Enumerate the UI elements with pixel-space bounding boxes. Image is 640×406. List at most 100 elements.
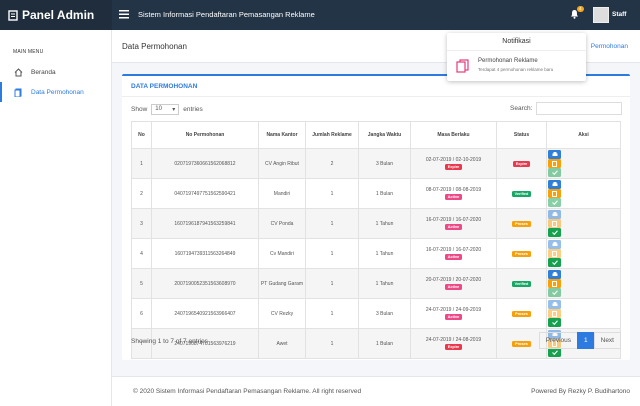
table-row: 1 0207197360661562068812 CV Angin Ribut 2 3 … [131, 148, 621, 179]
column-header[interactable]: Jumlah Reklame [305, 121, 359, 149]
table-cell: 1 [131, 148, 152, 179]
user-name[interactable]: Staff [612, 11, 627, 18]
validity-dates: 24-07-2019 / 24-09-2019 [425, 307, 482, 313]
notification-item-text: Terdapat 4 permohonan reklame baru [478, 67, 554, 72]
bell-icon[interactable] [570, 9, 579, 19]
footer: © 2020 Sistem Informasi Pendaftaran Pema… [112, 376, 640, 406]
table-cell: Proses [496, 328, 547, 359]
status-badge: Proses [512, 251, 531, 257]
action-button[interactable] [548, 189, 561, 198]
action-button[interactable] [548, 168, 561, 177]
table-cell: 2007190052351563608970 [151, 268, 259, 299]
validity-dates: 16-07-2019 / 16-07-2020 [425, 247, 482, 253]
action-button[interactable] [548, 159, 561, 168]
table-cell: 1 [305, 268, 359, 299]
breadcrumb[interactable]: Permohonan [590, 43, 628, 50]
page-button[interactable]: Previous [538, 332, 578, 349]
action-button[interactable] [548, 150, 561, 159]
validity-badge: Expire [444, 344, 463, 350]
action-button[interactable] [548, 198, 561, 207]
validity-badge: Active [444, 254, 463, 260]
action-button[interactable] [548, 258, 561, 267]
validity-dates: 08-07-2019 / 08-08-2019 [425, 187, 482, 193]
search-input[interactable] [536, 102, 622, 115]
menu-toggle[interactable] [119, 10, 129, 19]
page-size-select[interactable]: 10 ▾ [151, 104, 180, 115]
action-button[interactable] [548, 348, 561, 357]
action-button[interactable] [548, 309, 561, 318]
table-cell: 24-07-2019 / 24-08-2019 Expire [410, 328, 497, 359]
table-cell: 1 [305, 298, 359, 329]
table-cell: 16-07-2019 / 16-07-2020 Active [410, 238, 497, 269]
notification-title: Notifikasi [502, 38, 531, 45]
table-cell: CV Ponda [258, 208, 306, 239]
brand-icon [8, 9, 18, 21]
page-button[interactable]: 1 [577, 332, 595, 349]
table-cell: 5 [131, 268, 152, 299]
table-cell: 1607194739311563264849 [151, 238, 259, 269]
table-cell [546, 238, 621, 269]
action-button[interactable] [548, 270, 561, 279]
table-cell: 2407196540921563966407 [151, 298, 259, 329]
column-header[interactable]: Nama Kantor [258, 121, 306, 149]
action-button[interactable] [548, 300, 561, 309]
action-button[interactable] [548, 219, 561, 228]
menu-item[interactable]: Data Permohonan [0, 82, 112, 102]
notification-badge: 4 [577, 6, 584, 12]
table-cell: Proses [496, 298, 547, 329]
menu-item[interactable]: Beranda [0, 62, 112, 82]
table-cell: Awet [258, 328, 306, 359]
action-button[interactable] [548, 210, 561, 219]
notification-item-title[interactable]: Permohonan Reklame [478, 58, 538, 64]
action-button[interactable] [548, 249, 561, 258]
validity-badge: Active [444, 314, 463, 320]
top-bar: Panel Admin Sistem Informasi Pendaftaran… [0, 0, 640, 30]
action-button[interactable] [548, 240, 561, 249]
action-group [548, 330, 619, 357]
column-header[interactable]: Status [496, 121, 547, 149]
app-title: Sistem Informasi Pendaftaran Pemasangan … [138, 10, 315, 19]
validity-badge: Active [444, 194, 463, 200]
column-header[interactable]: No [131, 121, 152, 149]
action-button[interactable] [548, 288, 561, 297]
table-cell: 1 Tahun [358, 208, 411, 239]
column-header[interactable]: Jangka Waktu [358, 121, 411, 149]
table-cell: PT Gudang Garam [258, 268, 306, 299]
avatar[interactable] [593, 7, 609, 23]
table-row: 3 1607196187941563259841 CV Ponda 1 1 Tahun 1… [131, 208, 621, 239]
action-button[interactable] [548, 180, 561, 189]
pagination: Previous 1 Next [538, 332, 621, 349]
page-title: Data Permohonan [122, 42, 187, 51]
column-header[interactable]: Masa Berlaku [410, 121, 497, 149]
divider [447, 50, 586, 51]
validity-badge: Active [444, 284, 463, 290]
table-row: 2 0407197497751562590421 Mandiri 1 1 Bulan 08… [131, 178, 621, 209]
action-button[interactable] [548, 279, 561, 288]
table-cell: 0407197497751562590421 [151, 178, 259, 209]
status-badge: Verified [511, 281, 532, 287]
table-cell: 6 [131, 298, 152, 329]
card-title: DATA PERMOHONAN [131, 83, 198, 90]
table-cell: CV Angin Ribut [258, 148, 306, 179]
table-body: 1 0207197360661562068812 CV Angin Ribut 2 3 … [131, 148, 621, 359]
table-row: 4 1607194739311563264849 Cv Mandiri 1 1 Tahu… [131, 238, 621, 269]
table-cell [546, 268, 621, 299]
table-cell: Verified [496, 268, 547, 299]
table-cell: 24-07-2019 / 24-09-2019 Active [410, 298, 497, 329]
page-button[interactable]: Next [593, 332, 621, 349]
table-cell: 2 [131, 178, 152, 209]
sidebar-section: MAIN MENU [13, 49, 44, 55]
action-button[interactable] [548, 228, 561, 237]
action-button[interactable] [548, 318, 561, 327]
sidebar: MAIN MENU Beranda Data Permohonan [0, 30, 112, 406]
action-button[interactable] [548, 339, 561, 348]
brand-text: Panel Admin [22, 8, 95, 22]
column-header[interactable]: No Permohonan [151, 121, 259, 149]
search-label: Search: [510, 105, 533, 112]
powered-by: Powered By Rezky P. Budihartono [531, 388, 630, 395]
brand[interactable]: Panel Admin [0, 0, 112, 30]
notification-icon [456, 59, 469, 73]
table-cell: 1 Tahun [358, 268, 411, 299]
validity-dates: 20-07-2019 / 20-07-2020 [425, 277, 482, 283]
